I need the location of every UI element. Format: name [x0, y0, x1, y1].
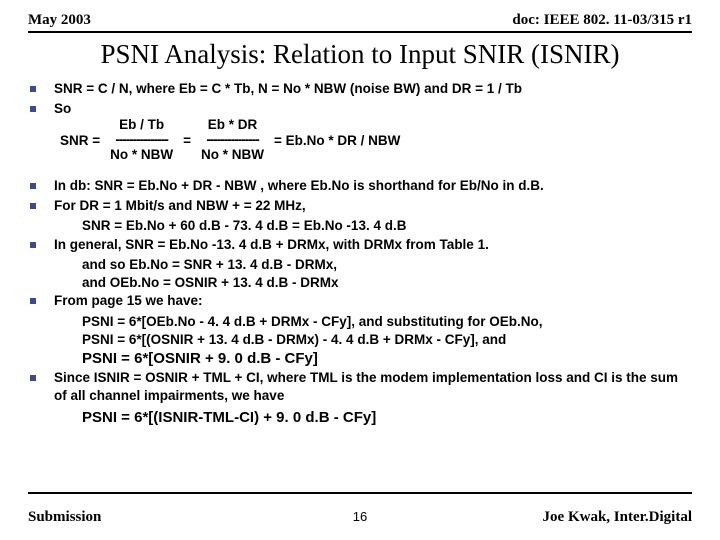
page-number: 16	[353, 509, 367, 524]
sub-line-bold: PSNI = 6*[(ISNIR-TML-CI) + 9. 0 d.B - CF…	[28, 408, 692, 428]
frac-top: Eb / Tb	[119, 118, 164, 133]
bullet-text: So SNR = Eb / Tb --------------- No * NB…	[54, 100, 692, 163]
bullet-text: From page 15 we have:	[54, 292, 692, 310]
sub-line: and OEb.No = OSNIR + 13. 4 d.B - DRMx	[28, 274, 692, 292]
content-area: SNR = C / N, where Eb = C * Tb, N = No *…	[28, 80, 692, 428]
bullet-icon	[30, 242, 36, 248]
fraction-1: Eb / Tb --------------- No * NBW	[110, 118, 173, 163]
sub-line: and so Eb.No = SNR + 13. 4 d.B - DRMx,	[28, 256, 692, 274]
bullet-text: SNR = C / N, where Eb = C * Tb, N = No *…	[54, 80, 692, 98]
sub-line: SNR = Eb.No + 60 d.B - 73. 4 d.B = Eb.No…	[28, 217, 692, 235]
slide: May 2003 doc: IEEE 802. 11-03/315 r1 PSN…	[0, 0, 720, 540]
sub-line-bold: PSNI = 6*[OSNIR + 9. 0 d.B - CFy]	[28, 349, 692, 369]
bullet-text: In db: SNR = Eb.No + DR - NBW , where Eb…	[54, 177, 692, 195]
header-date: May 2003	[28, 12, 91, 29]
frac-bot: No * NBW	[201, 148, 264, 163]
divider-top	[28, 31, 692, 33]
bullet-item: For DR = 1 Mbit/s and NBW + = 22 MHz,	[28, 197, 692, 215]
frac-top: Eb * DR	[208, 118, 258, 133]
bullet-icon	[30, 183, 36, 189]
slide-title: PSNI Analysis: Relation to Input SNIR (I…	[28, 39, 692, 70]
fraction-2: Eb * DR --------------- No * NBW	[201, 118, 264, 163]
footer-row: Submission 16 Joe Kwak, Inter.Digital	[28, 509, 692, 526]
so-label: So	[54, 100, 692, 118]
bullet-item: SNR = C / N, where Eb = C * Tb, N = No *…	[28, 80, 692, 98]
bullet-icon	[30, 203, 36, 209]
header-doc: doc: IEEE 802. 11-03/315 r1	[512, 12, 692, 29]
frac-line: ---------------	[206, 133, 258, 148]
bullet-text: In general, SNR = Eb.No -13. 4 d.B + DRM…	[54, 236, 692, 254]
sub-line: PSNI = 6*[OEb.No - 4. 4 d.B + DRMx - CFy…	[28, 313, 692, 331]
bullet-item: In db: SNR = Eb.No + DR - NBW , where Eb…	[28, 177, 692, 195]
divider-bottom	[28, 492, 692, 494]
footer-right: Joe Kwak, Inter.Digital	[543, 509, 692, 526]
footer-left: Submission	[28, 509, 101, 526]
sub-line: PSNI = 6*[(OSNIR + 13. 4 d.B - DRMx) - 4…	[28, 331, 692, 349]
eq-rhs: = Eb.No * DR / NBW	[274, 132, 400, 150]
frac-line: ---------------	[115, 133, 167, 148]
bullet-icon	[30, 375, 36, 381]
bullet-item: From page 15 we have:	[28, 292, 692, 310]
bullet-icon	[30, 86, 36, 92]
snr-equation: SNR = Eb / Tb --------------- No * NBW =…	[54, 118, 692, 163]
bullet-text: Since ISNIR = OSNIR + TML + CI, where TM…	[54, 369, 692, 405]
bullet-text: For DR = 1 Mbit/s and NBW + = 22 MHz,	[54, 197, 692, 215]
bullet-item: In general, SNR = Eb.No -13. 4 d.B + DRM…	[28, 236, 692, 254]
eq-sign: =	[183, 132, 191, 150]
frac-bot: No * NBW	[110, 148, 173, 163]
eq-lhs: SNR =	[60, 132, 100, 150]
header-row: May 2003 doc: IEEE 802. 11-03/315 r1	[28, 12, 692, 29]
bullet-icon	[30, 298, 36, 304]
bullet-item: Since ISNIR = OSNIR + TML + CI, where TM…	[28, 369, 692, 405]
bullet-item: So SNR = Eb / Tb --------------- No * NB…	[28, 100, 692, 163]
bullet-icon	[30, 106, 36, 112]
